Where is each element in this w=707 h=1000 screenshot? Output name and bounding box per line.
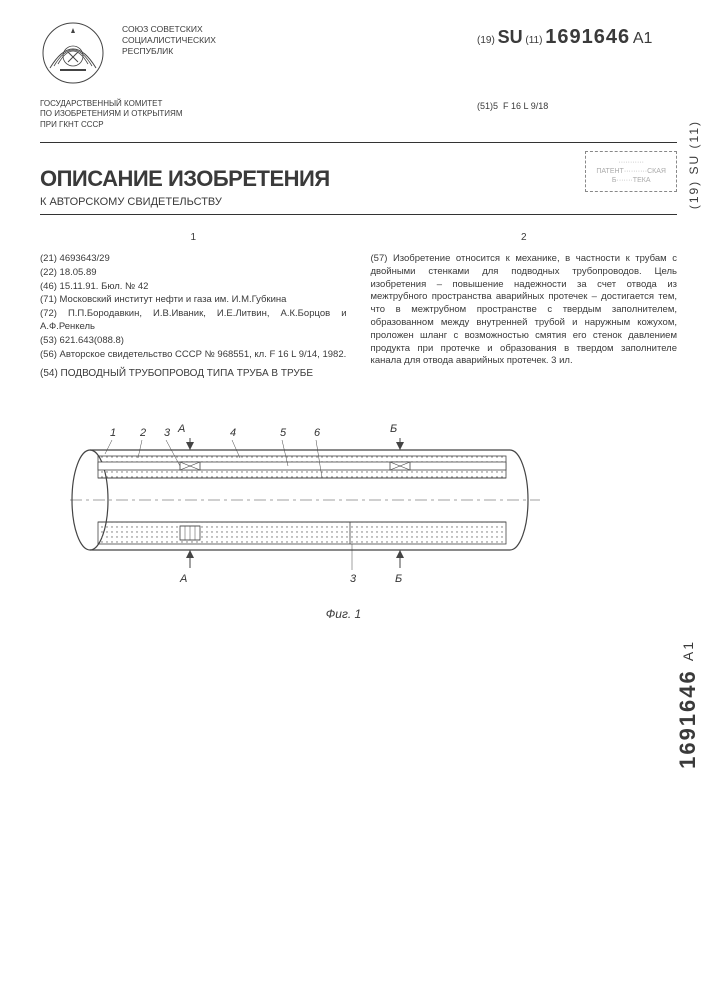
field-53: (53) 621.643(088.8) [40, 335, 347, 348]
side-number: 1691646 [675, 669, 700, 769]
svg-text:4: 4 [230, 427, 236, 439]
svg-text:3: 3 [350, 573, 357, 585]
field-54: (54) ПОДВОДНЫЙ ТРУБОПРОВОД ТИПА ТРУБА В … [40, 367, 347, 380]
document-subtitle: К АВТОРСКОМУ СВИДЕТЕЛЬСТВУ [40, 196, 677, 208]
library-stamp: ··········· ПАТЕНТ··········СКАЯ Б······… [585, 151, 677, 192]
svg-text:1: 1 [110, 427, 116, 439]
svg-text:Б: Б [395, 573, 402, 585]
side-suffix: A1 [680, 640, 696, 661]
svg-text:А: А [177, 423, 185, 435]
abstract-text: (57) Изобретение относится к механике, в… [371, 253, 678, 368]
svg-text:А: А [179, 573, 187, 585]
column-left: 1 (21) 4693643/29 (22) 18.05.89 (46) 15.… [40, 231, 347, 380]
side-country: SU [687, 154, 701, 175]
field-71: (71) Московский институт нефти и газа им… [40, 294, 347, 307]
ipc-classification: (51)5 F 16 L 9/18 [477, 99, 677, 130]
field-22: (22) 18.05.89 [40, 267, 347, 280]
column-right: 2 (57) Изобретение относится к механике,… [371, 231, 678, 380]
svg-text:Б: Б [390, 423, 397, 435]
side-prefix: (19) [687, 180, 701, 209]
ipc-code: F 16 L 9/18 [503, 101, 548, 111]
field-56: (56) Авторское свидетельство СССР № 9685… [40, 349, 347, 362]
country-code: SU [498, 27, 523, 47]
figure-1: 1 2 3 А 4 5 6 Б А 3 Б Фиг. 1 [50, 410, 637, 621]
side-doc-code: (19) SU (11) [687, 120, 701, 209]
svg-text:5: 5 [280, 427, 287, 439]
divider [40, 142, 677, 143]
side-patent-number: 1691646 A1 [675, 640, 701, 769]
stamp-line: Б·······ТЕКА [596, 176, 666, 185]
document-title: ОПИСАНИЕ ИЗОБРЕТЕНИЯ [40, 166, 330, 192]
patent-number: 1691646 [545, 26, 630, 48]
column-number: 1 [40, 231, 347, 245]
document-number: (19) SU (11) 1691646 A1 [477, 20, 677, 49]
state-emblem [40, 20, 110, 89]
svg-text:3: 3 [164, 427, 171, 439]
divider [40, 214, 677, 215]
stamp-line: ··········· [596, 158, 666, 167]
svg-text:6: 6 [314, 427, 321, 439]
svg-text:2: 2 [139, 427, 146, 439]
union-name: СОЮЗ СОВЕТСКИХ СОЦИАЛИСТИЧЕСКИХ РЕСПУБЛИ… [122, 20, 465, 57]
ipc-prefix: (51)5 [477, 101, 498, 111]
figure-caption: Фиг. 1 [50, 607, 637, 621]
column-number: 2 [371, 231, 678, 245]
committee-name: ГОСУДАРСТВЕННЫЙ КОМИТЕТ ПО ИЗОБРЕТЕНИЯМ … [40, 99, 465, 130]
stamp-line: ПАТЕНТ··········СКАЯ [596, 167, 666, 176]
doc-mid: (11) [525, 35, 542, 46]
patent-suffix: A1 [633, 30, 653, 47]
side-mid: (11) [687, 120, 701, 148]
field-46: (46) 15.11.91. Бюл. № 42 [40, 281, 347, 294]
field-21: (21) 4693643/29 [40, 253, 347, 266]
field-72: (72) П.П.Бородавкин, И.В.Иваник, И.Е.Лит… [40, 308, 347, 334]
doc-prefix: (19) [477, 35, 495, 46]
